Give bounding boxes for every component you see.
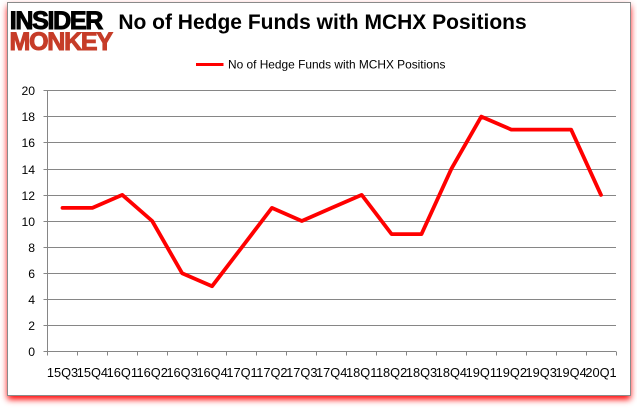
svg-text:16: 16 — [21, 136, 35, 150]
svg-text:6: 6 — [28, 267, 35, 281]
svg-text:2: 2 — [28, 319, 35, 333]
svg-text:20Q1: 20Q1 — [585, 365, 616, 380]
svg-text:17Q2: 17Q2 — [256, 365, 287, 380]
svg-text:16Q3: 16Q3 — [166, 365, 197, 380]
svg-text:18Q3: 18Q3 — [406, 365, 437, 380]
svg-text:4: 4 — [28, 293, 35, 307]
svg-text:16Q1: 16Q1 — [107, 365, 138, 380]
svg-text:No of Hedge Funds with MCHX Po: No of Hedge Funds with MCHX Positions — [228, 58, 445, 72]
svg-text:19Q2: 19Q2 — [496, 365, 527, 380]
svg-text:18: 18 — [21, 110, 35, 124]
svg-text:20: 20 — [21, 84, 35, 98]
svg-text:12: 12 — [21, 189, 35, 203]
svg-text:15Q4: 15Q4 — [77, 365, 108, 380]
svg-text:8: 8 — [28, 241, 35, 255]
svg-text:19Q1: 19Q1 — [466, 365, 497, 380]
svg-text:17Q3: 17Q3 — [286, 365, 317, 380]
svg-text:19Q4: 19Q4 — [555, 365, 586, 380]
svg-text:17Q4: 17Q4 — [316, 365, 347, 380]
svg-text:19Q3: 19Q3 — [526, 365, 557, 380]
svg-text:17Q1: 17Q1 — [226, 365, 257, 380]
svg-text:10: 10 — [21, 215, 35, 229]
svg-text:MONKEY: MONKEY — [10, 28, 114, 56]
svg-text:18Q4: 18Q4 — [436, 365, 467, 380]
svg-text:16Q2: 16Q2 — [137, 365, 168, 380]
svg-text:15Q3: 15Q3 — [47, 365, 78, 380]
svg-text:18Q2: 18Q2 — [376, 365, 407, 380]
svg-text:0: 0 — [28, 345, 35, 359]
svg-text:14: 14 — [21, 163, 35, 177]
svg-text:18Q1: 18Q1 — [346, 365, 377, 380]
svg-text:INSIDER: INSIDER — [10, 7, 104, 35]
svg-text:16Q4: 16Q4 — [196, 365, 227, 380]
